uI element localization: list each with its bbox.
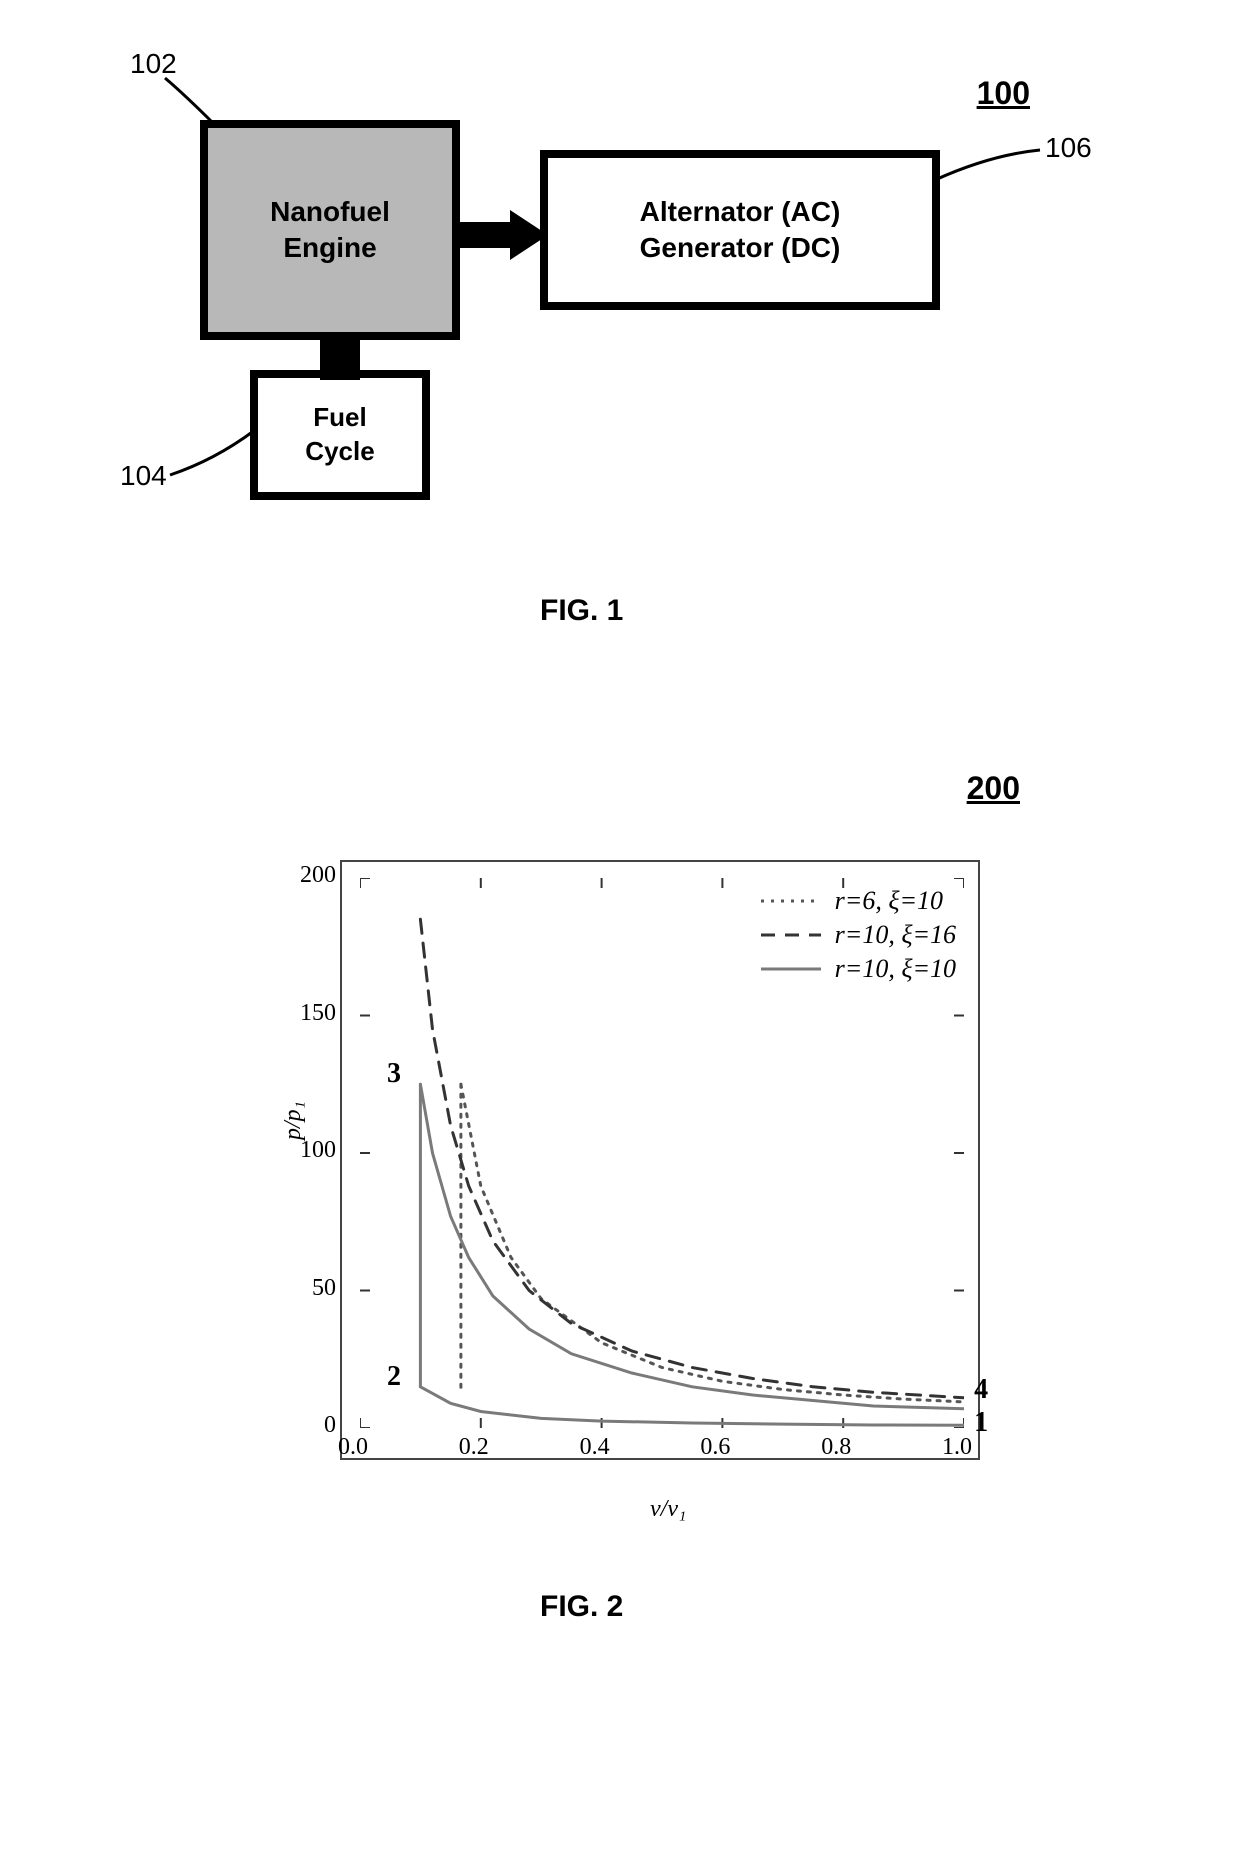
legend-label-2: r=10, ξ=10 bbox=[835, 954, 956, 984]
page: 100 Nanofuel Engine Fuel Cycle Alternato… bbox=[0, 0, 1240, 1874]
connector-down bbox=[320, 340, 360, 380]
legend-swatch-0 bbox=[761, 900, 821, 902]
legend-label-0: r=6, ξ=10 bbox=[835, 886, 943, 916]
engine-label-line1: Nanofuel bbox=[270, 194, 390, 230]
arrow-right-icon bbox=[460, 210, 550, 260]
legend-label-1: r=10, ξ=16 bbox=[835, 920, 956, 950]
curve-point-label: 4 bbox=[974, 1374, 988, 1406]
legend-swatch-1 bbox=[761, 934, 821, 936]
ref-102: 102 bbox=[130, 48, 177, 80]
curve-point-label: 3 bbox=[387, 1058, 401, 1090]
gen-label-line2: Generator (DC) bbox=[640, 230, 841, 266]
fuel-label-line1: Fuel bbox=[313, 401, 366, 435]
x-axis-label: ν/ν₁ bbox=[650, 1496, 686, 1523]
y-tick: 50 bbox=[290, 1275, 336, 1302]
y-tick: 100 bbox=[290, 1137, 336, 1164]
x-tick: 0.8 bbox=[821, 1434, 851, 1461]
x-tick: 0.2 bbox=[459, 1434, 489, 1461]
ref-104: 104 bbox=[120, 460, 167, 492]
fuel-cycle-block: Fuel Cycle bbox=[250, 370, 430, 500]
curve-point-label: 1 bbox=[974, 1407, 988, 1439]
gen-label-line1: Alternator (AC) bbox=[640, 194, 841, 230]
figure-2-caption: FIG. 2 bbox=[540, 1590, 623, 1624]
figure-1-diagram: 100 Nanofuel Engine Fuel Cycle Alternato… bbox=[160, 60, 1080, 580]
x-tick: 0.6 bbox=[700, 1434, 730, 1461]
x-tick: 0.4 bbox=[580, 1434, 610, 1461]
y-tick: 0 bbox=[290, 1412, 336, 1439]
legend-swatch-2 bbox=[761, 968, 821, 970]
alternator-generator-block: Alternator (AC) Generator (DC) bbox=[540, 150, 940, 310]
y-tick: 150 bbox=[290, 1000, 336, 1027]
chart-frame: r=6, ξ=10 r=10, ξ=16 r=10, ξ=10 bbox=[340, 860, 980, 1460]
figure-2-ref: 200 bbox=[967, 770, 1020, 807]
x-tick: 1.0 bbox=[942, 1434, 972, 1461]
fuel-label-line2: Cycle bbox=[305, 435, 374, 469]
nanofuel-engine-block: Nanofuel Engine bbox=[200, 120, 460, 340]
legend-row-2: r=10, ξ=10 bbox=[761, 952, 956, 986]
engine-label-line2: Engine bbox=[283, 230, 376, 266]
figure-2-chart: r=6, ξ=10 r=10, ξ=16 r=10, ξ=10 p/p₁ ν/ν… bbox=[250, 840, 990, 1540]
ref-106: 106 bbox=[1045, 132, 1092, 164]
y-axis-label: p/p₁ bbox=[280, 1101, 307, 1140]
legend-row-0: r=6, ξ=10 bbox=[761, 884, 956, 918]
x-tick: 0.0 bbox=[338, 1434, 368, 1461]
curve-point-label: 2 bbox=[387, 1361, 401, 1393]
legend-row-1: r=10, ξ=16 bbox=[761, 918, 956, 952]
figure-1-ref: 100 bbox=[977, 75, 1030, 112]
figure-1-caption: FIG. 1 bbox=[540, 594, 623, 628]
chart-legend: r=6, ξ=10 r=10, ξ=16 r=10, ξ=10 bbox=[761, 884, 956, 986]
y-tick: 200 bbox=[290, 862, 336, 889]
